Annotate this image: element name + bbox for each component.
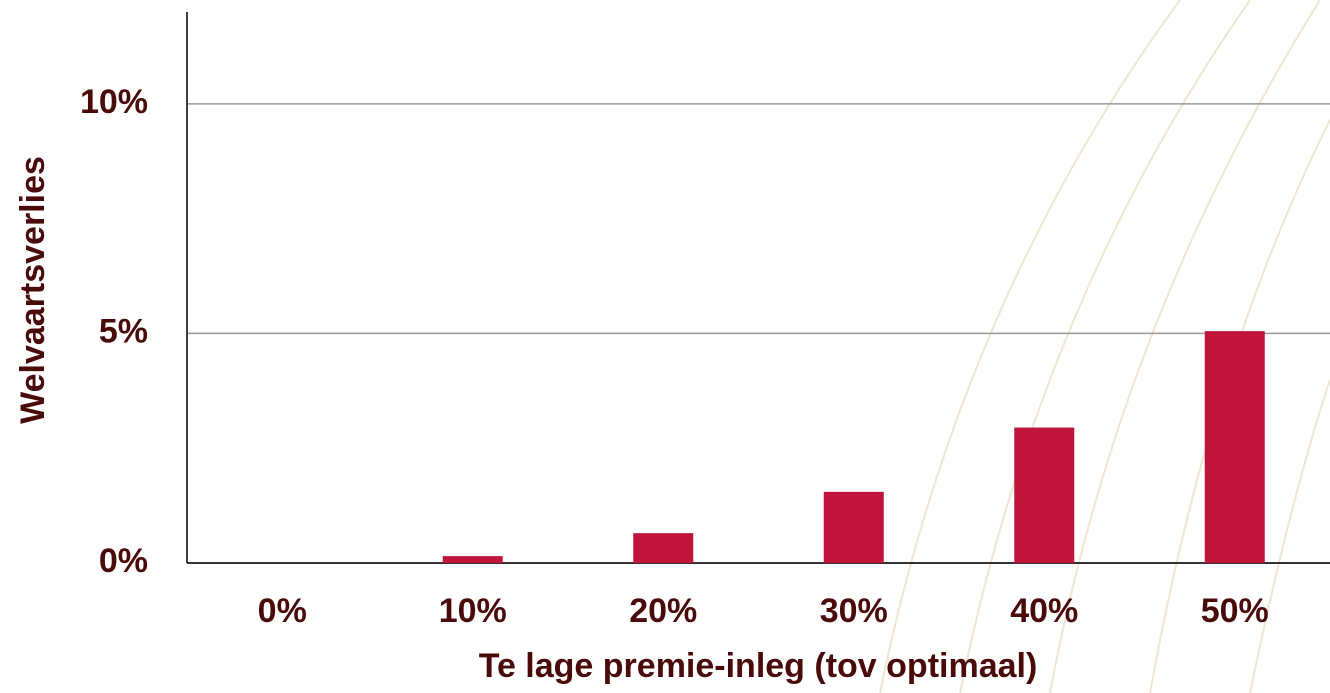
bar — [633, 533, 694, 563]
y-tick-label: 0% — [99, 542, 148, 580]
x-axis-title: Te lage premie-inleg (tov optimaal) — [479, 647, 1038, 685]
x-tick-label: 10% — [439, 592, 507, 630]
bar — [1204, 331, 1265, 563]
y-tick-label: 5% — [99, 312, 148, 350]
x-tick-label: 50% — [1201, 592, 1269, 630]
y-tick-label: 10% — [80, 83, 148, 121]
x-tick-label: 20% — [629, 592, 697, 630]
x-tick-label: 40% — [1010, 592, 1078, 630]
y-axis-title: Welvaartsverlies — [14, 156, 52, 424]
bar — [1014, 427, 1075, 563]
x-tick-label: 30% — [820, 592, 888, 630]
bar — [823, 491, 884, 563]
x-tick-label: 0% — [258, 592, 307, 630]
bar — [442, 556, 503, 563]
